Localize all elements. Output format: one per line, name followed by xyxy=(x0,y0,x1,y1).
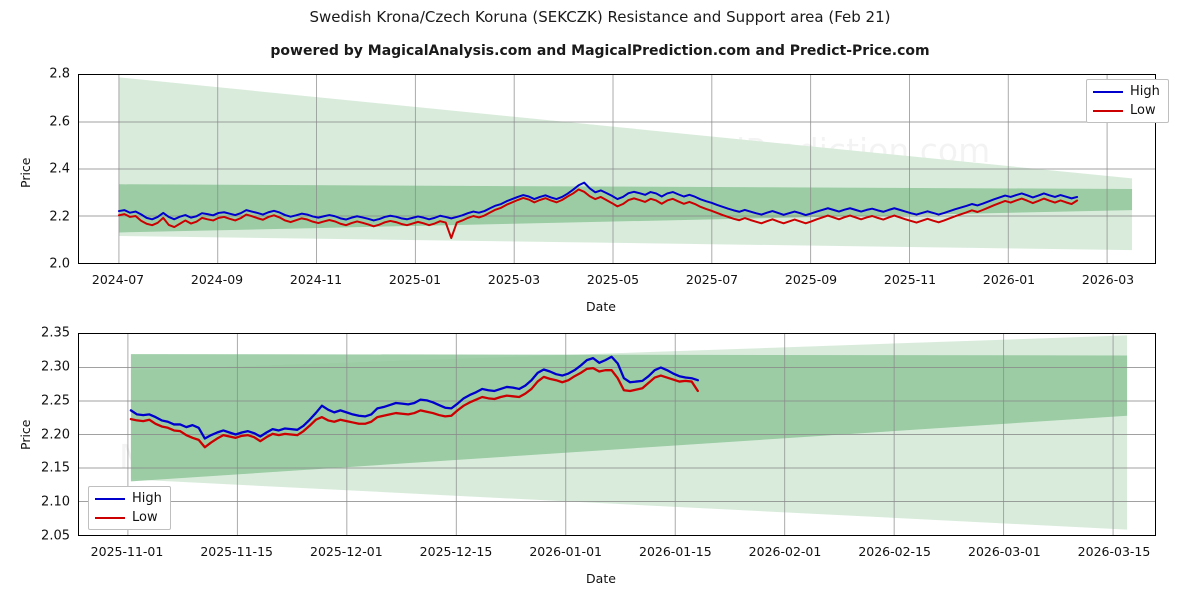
overview-plot-area: MagicalAnalysis.com MagicalPrediction.co… xyxy=(78,74,1156,264)
legend-item-high[interactable]: High xyxy=(1093,84,1160,99)
legend-item-low-detail[interactable]: Low xyxy=(95,510,162,525)
legend-label-low-detail: Low xyxy=(132,510,158,525)
x-tick-label: 2025-05 xyxy=(586,272,640,287)
y-tick-label: 2.35 xyxy=(41,325,70,341)
legend-swatch-high xyxy=(1093,90,1123,93)
y-tick-label: 2.2 xyxy=(49,209,70,224)
y-tick-label: 2.30 xyxy=(41,359,70,375)
x-tick-label: 2026-03 xyxy=(1081,272,1135,287)
x-tick-label: 2025-11 xyxy=(883,272,937,287)
detail-chart-panel: Price Date 2.05 2.10 2.15 2.20 2.25 2.30 2.35 … xyxy=(0,320,1200,600)
x-tick-label: 2025-07 xyxy=(685,272,739,287)
x-tick-label: 2025-11-01 xyxy=(90,544,164,559)
x-tick-label: 2025-12-01 xyxy=(310,544,383,559)
x-tick-label: 2026-02-15 xyxy=(858,544,931,559)
detail-svg xyxy=(79,334,1155,535)
x-tick-label: 2026-02-01 xyxy=(748,544,822,559)
x-tick-label: 2025-01 xyxy=(388,272,442,287)
legend-swatch-low-detail xyxy=(95,516,125,519)
x-tick-label: 2026-03-15 xyxy=(1077,544,1151,559)
x-tick-label: 2026-01 xyxy=(982,272,1036,287)
y-tick-label: 2.6 xyxy=(49,114,70,129)
x-tick-label: 2025-09 xyxy=(784,272,838,287)
y-tick-label: 2.10 xyxy=(41,494,70,510)
overview-x-axis-label: Date xyxy=(586,299,616,314)
y-tick-label: 2.15 xyxy=(41,460,70,476)
overview-chart-panel: Price Date 2.0 2.2 2.4 2.6 2.8 2024-07 2024-0… xyxy=(18,66,1169,314)
detail-legend: High Low xyxy=(88,486,171,530)
page-title: Swedish Krona/Czech Koruna (SEKCZK) Resi… xyxy=(309,8,891,26)
x-tick-label: 2024-07 xyxy=(91,272,145,287)
overview-legend: High Low xyxy=(1086,79,1169,123)
legend-label-low: Low xyxy=(1130,103,1156,118)
legend-swatch-low xyxy=(1093,109,1123,112)
x-tick-label: 2026-01-01 xyxy=(529,544,602,559)
legend-item-high-detail[interactable]: High xyxy=(95,491,162,506)
y-tick-label: 2.20 xyxy=(41,427,70,442)
detail-plot-area: MagicalAnalysis.com MagicalPrediction.co… xyxy=(78,333,1156,536)
x-tick-label: 2025-03 xyxy=(487,272,541,287)
x-tick-label: 2025-11-15 xyxy=(200,544,273,559)
y-tick-label: 2.4 xyxy=(49,161,70,177)
x-tick-label: 2024-11 xyxy=(289,272,343,287)
page-subtitle: powered by MagicalAnalysis.com and Magic… xyxy=(270,43,930,59)
x-tick-label: 2025-12-15 xyxy=(419,544,493,559)
detail-x-axis-label: Date xyxy=(586,571,616,586)
y-tick-label: 2.0 xyxy=(49,256,70,272)
legend-item-low[interactable]: Low xyxy=(1093,103,1160,118)
legend-swatch-high-detail xyxy=(95,497,125,500)
legend-label-high: High xyxy=(1130,84,1160,99)
y-tick-label: 2.05 xyxy=(41,528,70,544)
legend-label-high-detail: High xyxy=(132,491,162,506)
x-tick-label: 2026-01-15 xyxy=(639,544,712,559)
x-tick-label: 2024-09 xyxy=(190,272,244,287)
y-tick-label: 2.25 xyxy=(41,393,70,409)
overview-svg xyxy=(79,75,1155,263)
y-tick-label: 2.8 xyxy=(49,66,70,82)
x-tick-label: 2026-03-01 xyxy=(968,544,1041,559)
